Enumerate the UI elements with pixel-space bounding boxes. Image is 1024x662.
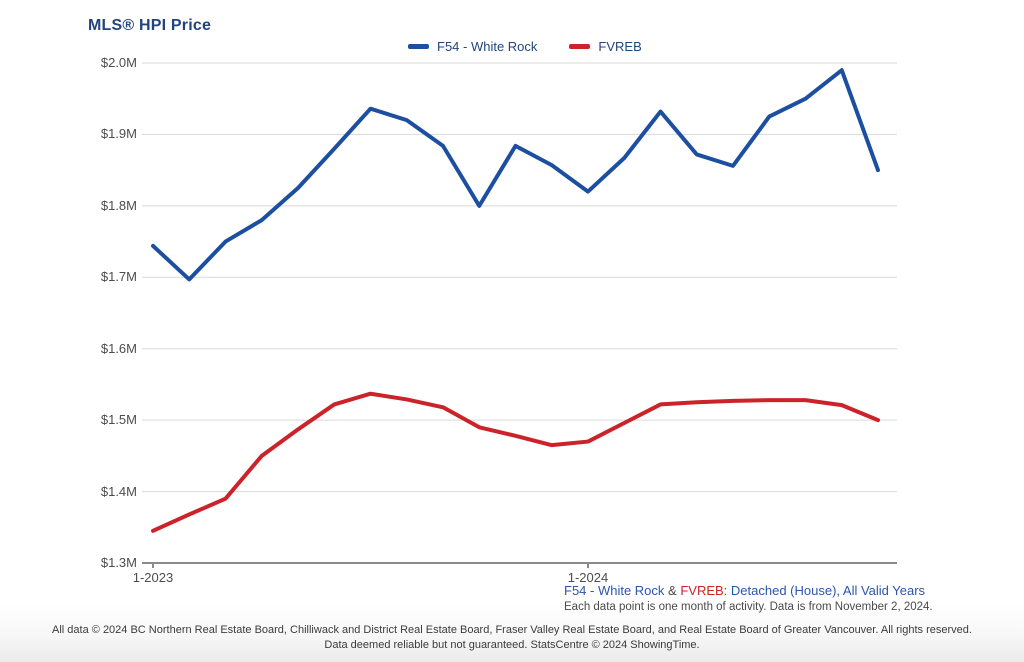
y-axis-label: $1.3M [100,555,137,570]
caption-data-note: Each data point is one month of activity… [564,601,933,613]
hpi-line-chart [142,62,897,568]
legend-item-fvreb: FVREB [569,39,642,54]
caption-part-type: : Detached (House), All Valid Years [723,583,926,598]
chart-legend: F54 - White Rock FVREB [408,39,642,54]
footer-background-band [0,604,1024,662]
y-axis-label: $1.8M [100,197,137,213]
footer-disclaimer: All data © 2024 BC Northern Real Estate … [0,623,1024,653]
y-axis-label: $1.7M [100,269,137,285]
legend-label-f54: F54 - White Rock [437,39,538,54]
series-line-f54-white-rock [151,68,880,282]
legend-label-fvreb: FVREB [598,39,642,54]
page-title: MLS® HPI Price [88,17,212,34]
legend-swatch-fvreb-icon [569,44,591,49]
y-axis-label: $1.9M [100,126,137,142]
caption-series-summary: F54 - White Rock & FVREB: Detached (Hous… [564,583,933,598]
legend-swatch-f54-icon [408,44,429,49]
caption-part-f54: F54 - White Rock [564,583,665,598]
series-line-fvreb [151,391,880,533]
footer-line-copyright: All data © 2024 BC Northern Real Estate … [52,624,972,636]
y-axis-label: $2.0M [100,55,137,70]
x-axis-label: 1-2024 [567,570,609,585]
y-axis-label: $1.4M [100,483,137,499]
x-axis-label: 1-2023 [132,570,174,585]
caption-part-amp: & [664,583,681,598]
caption-part-fvreb: FVREB [680,583,724,598]
footer-line-reliability: Data deemed reliable but not guaranteed.… [324,639,700,651]
y-axis-label: $1.5M [100,412,137,428]
y-axis-label: $1.6M [100,340,137,356]
legend-item-f54-white-rock: F54 - White Rock [408,39,537,54]
chart-caption: F54 - White Rock & FVREB: Detached (Hous… [564,583,933,613]
